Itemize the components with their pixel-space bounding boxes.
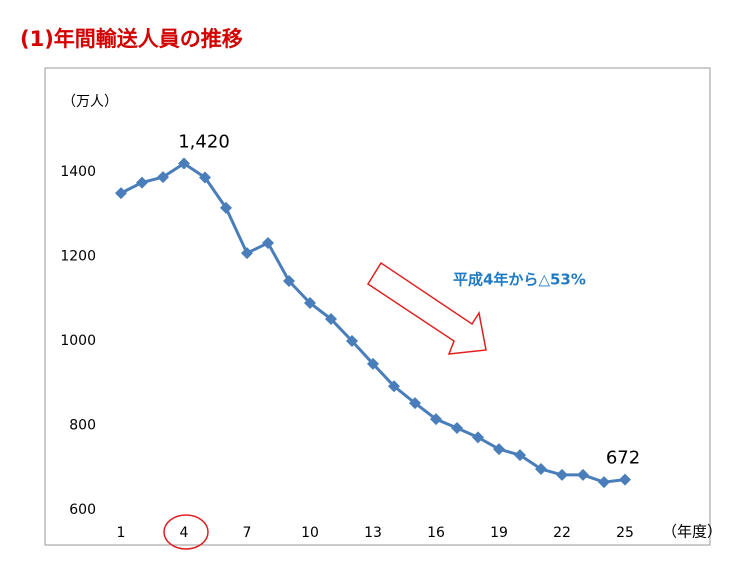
data-label: 672 xyxy=(606,448,640,469)
data-point xyxy=(220,201,232,214)
y-tick-label: 1000 xyxy=(60,333,96,349)
annotation: 平成4年から△53% xyxy=(453,271,586,289)
data-point xyxy=(157,171,169,184)
data-point xyxy=(577,468,589,481)
data-point xyxy=(535,463,547,476)
data-label: 1,420 xyxy=(178,132,230,153)
x-tick-label: 10 xyxy=(301,525,319,541)
data-point xyxy=(472,431,484,444)
data-point xyxy=(388,380,400,393)
x-tick-label: 22 xyxy=(553,525,571,541)
data-point xyxy=(619,473,631,486)
x-tick-label: 19 xyxy=(490,525,508,541)
data-point xyxy=(493,443,505,456)
x-tick-label: 16 xyxy=(427,525,445,541)
y-tick-label: 1200 xyxy=(60,249,96,265)
data-point xyxy=(304,296,316,309)
x-tick-label: 25 xyxy=(616,525,634,541)
data-point xyxy=(367,357,379,370)
chart-title: (1)年間輸送人員の推移 xyxy=(20,27,243,51)
data-point xyxy=(451,422,463,435)
data-point xyxy=(241,247,253,260)
x-tick-label: 4 xyxy=(180,525,189,541)
series-line xyxy=(120,161,626,484)
data-point xyxy=(283,275,295,288)
data-point xyxy=(115,187,127,200)
highlight-circle xyxy=(163,514,209,550)
data-point xyxy=(136,176,148,189)
data-point xyxy=(598,476,610,489)
trend-arrow xyxy=(366,261,487,355)
data-point xyxy=(556,468,568,481)
y-axis-label: （万人） xyxy=(62,94,118,110)
y-tick-label: 800 xyxy=(69,418,96,434)
data-point xyxy=(409,397,421,410)
y-tick-label: 1400 xyxy=(60,164,96,180)
data-point xyxy=(178,157,190,170)
data-point xyxy=(430,413,442,426)
x-tick-label: 13 xyxy=(364,525,382,541)
data-point xyxy=(262,236,274,249)
data-point xyxy=(514,449,526,462)
x-axis-label: （年度） xyxy=(662,523,722,541)
data-point xyxy=(325,313,337,326)
y-tick-label: 600 xyxy=(69,502,96,518)
data-point xyxy=(199,171,211,184)
x-tick-label: 1 xyxy=(117,525,126,541)
x-tick-label: 7 xyxy=(243,525,252,541)
chart-frame xyxy=(44,67,711,546)
data-point xyxy=(346,335,358,347)
